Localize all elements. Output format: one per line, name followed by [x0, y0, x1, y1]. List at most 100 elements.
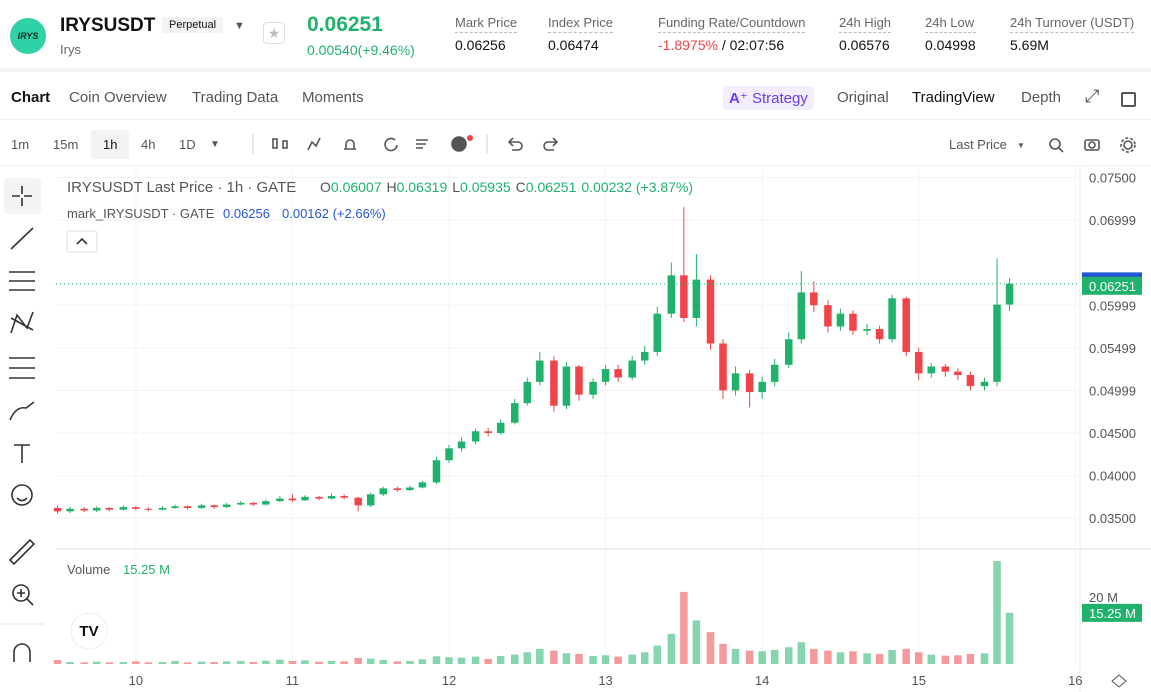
volume-bar	[379, 659, 387, 664]
stat-label: 24h Turnover (USDT)	[1010, 15, 1135, 33]
volume-bar	[418, 659, 427, 664]
volume-bar	[640, 652, 649, 664]
x-tick-label: 10	[129, 673, 143, 688]
tab[interactable]: Original	[837, 89, 889, 106]
volume-bar	[601, 655, 610, 664]
candle-body	[770, 364, 779, 382]
collapse-button[interactable]	[66, 230, 98, 253]
candle-body	[863, 329, 871, 331]
candle-body	[222, 504, 231, 508]
volume-value: 15.25 M	[123, 562, 170, 577]
tab[interactable]: Chart	[11, 89, 51, 106]
logo: IRYS	[10, 18, 46, 54]
volume-bar	[836, 652, 845, 664]
candle-body	[653, 313, 662, 353]
candle-body	[980, 381, 989, 387]
window[interactable]	[1121, 92, 1136, 107]
volume-bar	[119, 661, 128, 664]
candle-body	[941, 366, 950, 372]
symbol[interactable]: IRYSUSDT	[60, 15, 156, 36]
candle-body	[601, 369, 610, 382]
price-type-dropdown[interactable]: ▼	[1017, 141, 1025, 150]
candle-body	[66, 508, 74, 512]
candle-body	[197, 505, 206, 508]
candle-body	[276, 498, 284, 502]
candle-body	[954, 371, 962, 376]
volume-bar	[692, 620, 701, 664]
volume-bar	[731, 648, 740, 664]
interval[interactable]: 1D	[179, 137, 196, 152]
interval-active[interactable]: 1h	[91, 130, 130, 159]
price-change: 0.00540(+9.46%)	[307, 42, 415, 58]
ohlc-value: 0.06251	[526, 179, 577, 195]
legend-title: IRYSUSDT Last Price · 1h · GATE	[67, 179, 296, 196]
y-tick-label: 0.05499	[1089, 341, 1136, 356]
candle-body	[484, 431, 492, 433]
stat-value: 0.06474	[548, 37, 599, 53]
candle-body	[758, 381, 766, 393]
mark-change: 0.00162 (+2.66%)	[282, 206, 386, 221]
candle-body	[875, 329, 884, 340]
volume-bar	[249, 661, 258, 664]
volume-bar	[941, 655, 950, 664]
volume-tag	[1082, 603, 1142, 622]
strategy-tab[interactable]: A⁺ Strategy	[723, 86, 814, 110]
stat-label: Mark Price	[455, 15, 518, 33]
volume-bar	[770, 649, 779, 664]
toolbar: 1m 15m 1h 4h 1D ▼ Last Price ▼	[0, 122, 1151, 166]
volume-bar	[614, 656, 622, 664]
interval[interactable]: 1m	[11, 137, 30, 152]
candle-body	[628, 360, 636, 378]
candle-body	[888, 298, 896, 340]
volume-bar	[210, 661, 218, 664]
right-icons[interactable]	[1045, 134, 1145, 156]
volume-tag-label: 15.25 M	[1089, 606, 1136, 621]
volume-bar	[144, 662, 153, 664]
dropdown-arrow[interactable]: ▼	[234, 20, 245, 32]
undo-redo[interactable]	[507, 137, 559, 151]
tab[interactable]: TradingView	[912, 89, 995, 106]
interval-dropdown[interactable]: ▼	[210, 139, 220, 150]
stat-label: Funding Rate/Countdown	[658, 15, 806, 33]
stat-value: 5.69M	[1010, 37, 1049, 53]
tab[interactable]: Depth	[1021, 89, 1062, 106]
plot	[53, 168, 1080, 664]
ohlc-value: 0.06319	[397, 179, 448, 195]
volume-bar	[888, 649, 896, 664]
candle-body	[745, 373, 754, 393]
candle-body	[171, 506, 179, 508]
candle-body	[640, 352, 649, 361]
candle-body	[432, 460, 441, 483]
volume-bar	[562, 653, 571, 664]
settings-icon[interactable]	[1111, 674, 1127, 688]
drawing-tools[interactable]	[8, 186, 36, 662]
volume-bar	[471, 656, 480, 664]
volume-bar	[183, 662, 192, 664]
tab[interactable]: Coin Overview	[69, 89, 167, 106]
price-type[interactable]: Last Price	[949, 137, 1007, 152]
volume-bar	[222, 661, 231, 664]
favorite[interactable]: ★	[263, 22, 285, 44]
volume-bar	[745, 650, 754, 664]
volume-bar	[262, 660, 270, 664]
tab[interactable]: Moments	[302, 89, 364, 106]
interval[interactable]: 15m	[53, 137, 79, 152]
y-tick-label: 0.04500	[1089, 426, 1136, 441]
mark-title: mark_IRYSUSDT · GATE	[67, 206, 215, 221]
volume-bar	[536, 648, 544, 664]
volume-bar	[432, 656, 441, 664]
volume-bar	[680, 591, 688, 664]
indicator-icons[interactable]	[272, 136, 467, 152]
tv-logo-bg[interactable]	[70, 612, 108, 650]
candle-body	[706, 279, 715, 344]
stat-value: 0.06256	[455, 37, 506, 53]
candle-body	[105, 507, 113, 510]
tv-logo: TV	[79, 623, 98, 640]
tab[interactable]: Trading Data	[192, 89, 279, 106]
interval[interactable]: 4h	[141, 137, 156, 152]
candle-body	[614, 369, 622, 378]
volume-bar	[158, 661, 167, 664]
candle-body	[183, 506, 192, 508]
expand[interactable]: ⤢	[1085, 86, 1100, 106]
